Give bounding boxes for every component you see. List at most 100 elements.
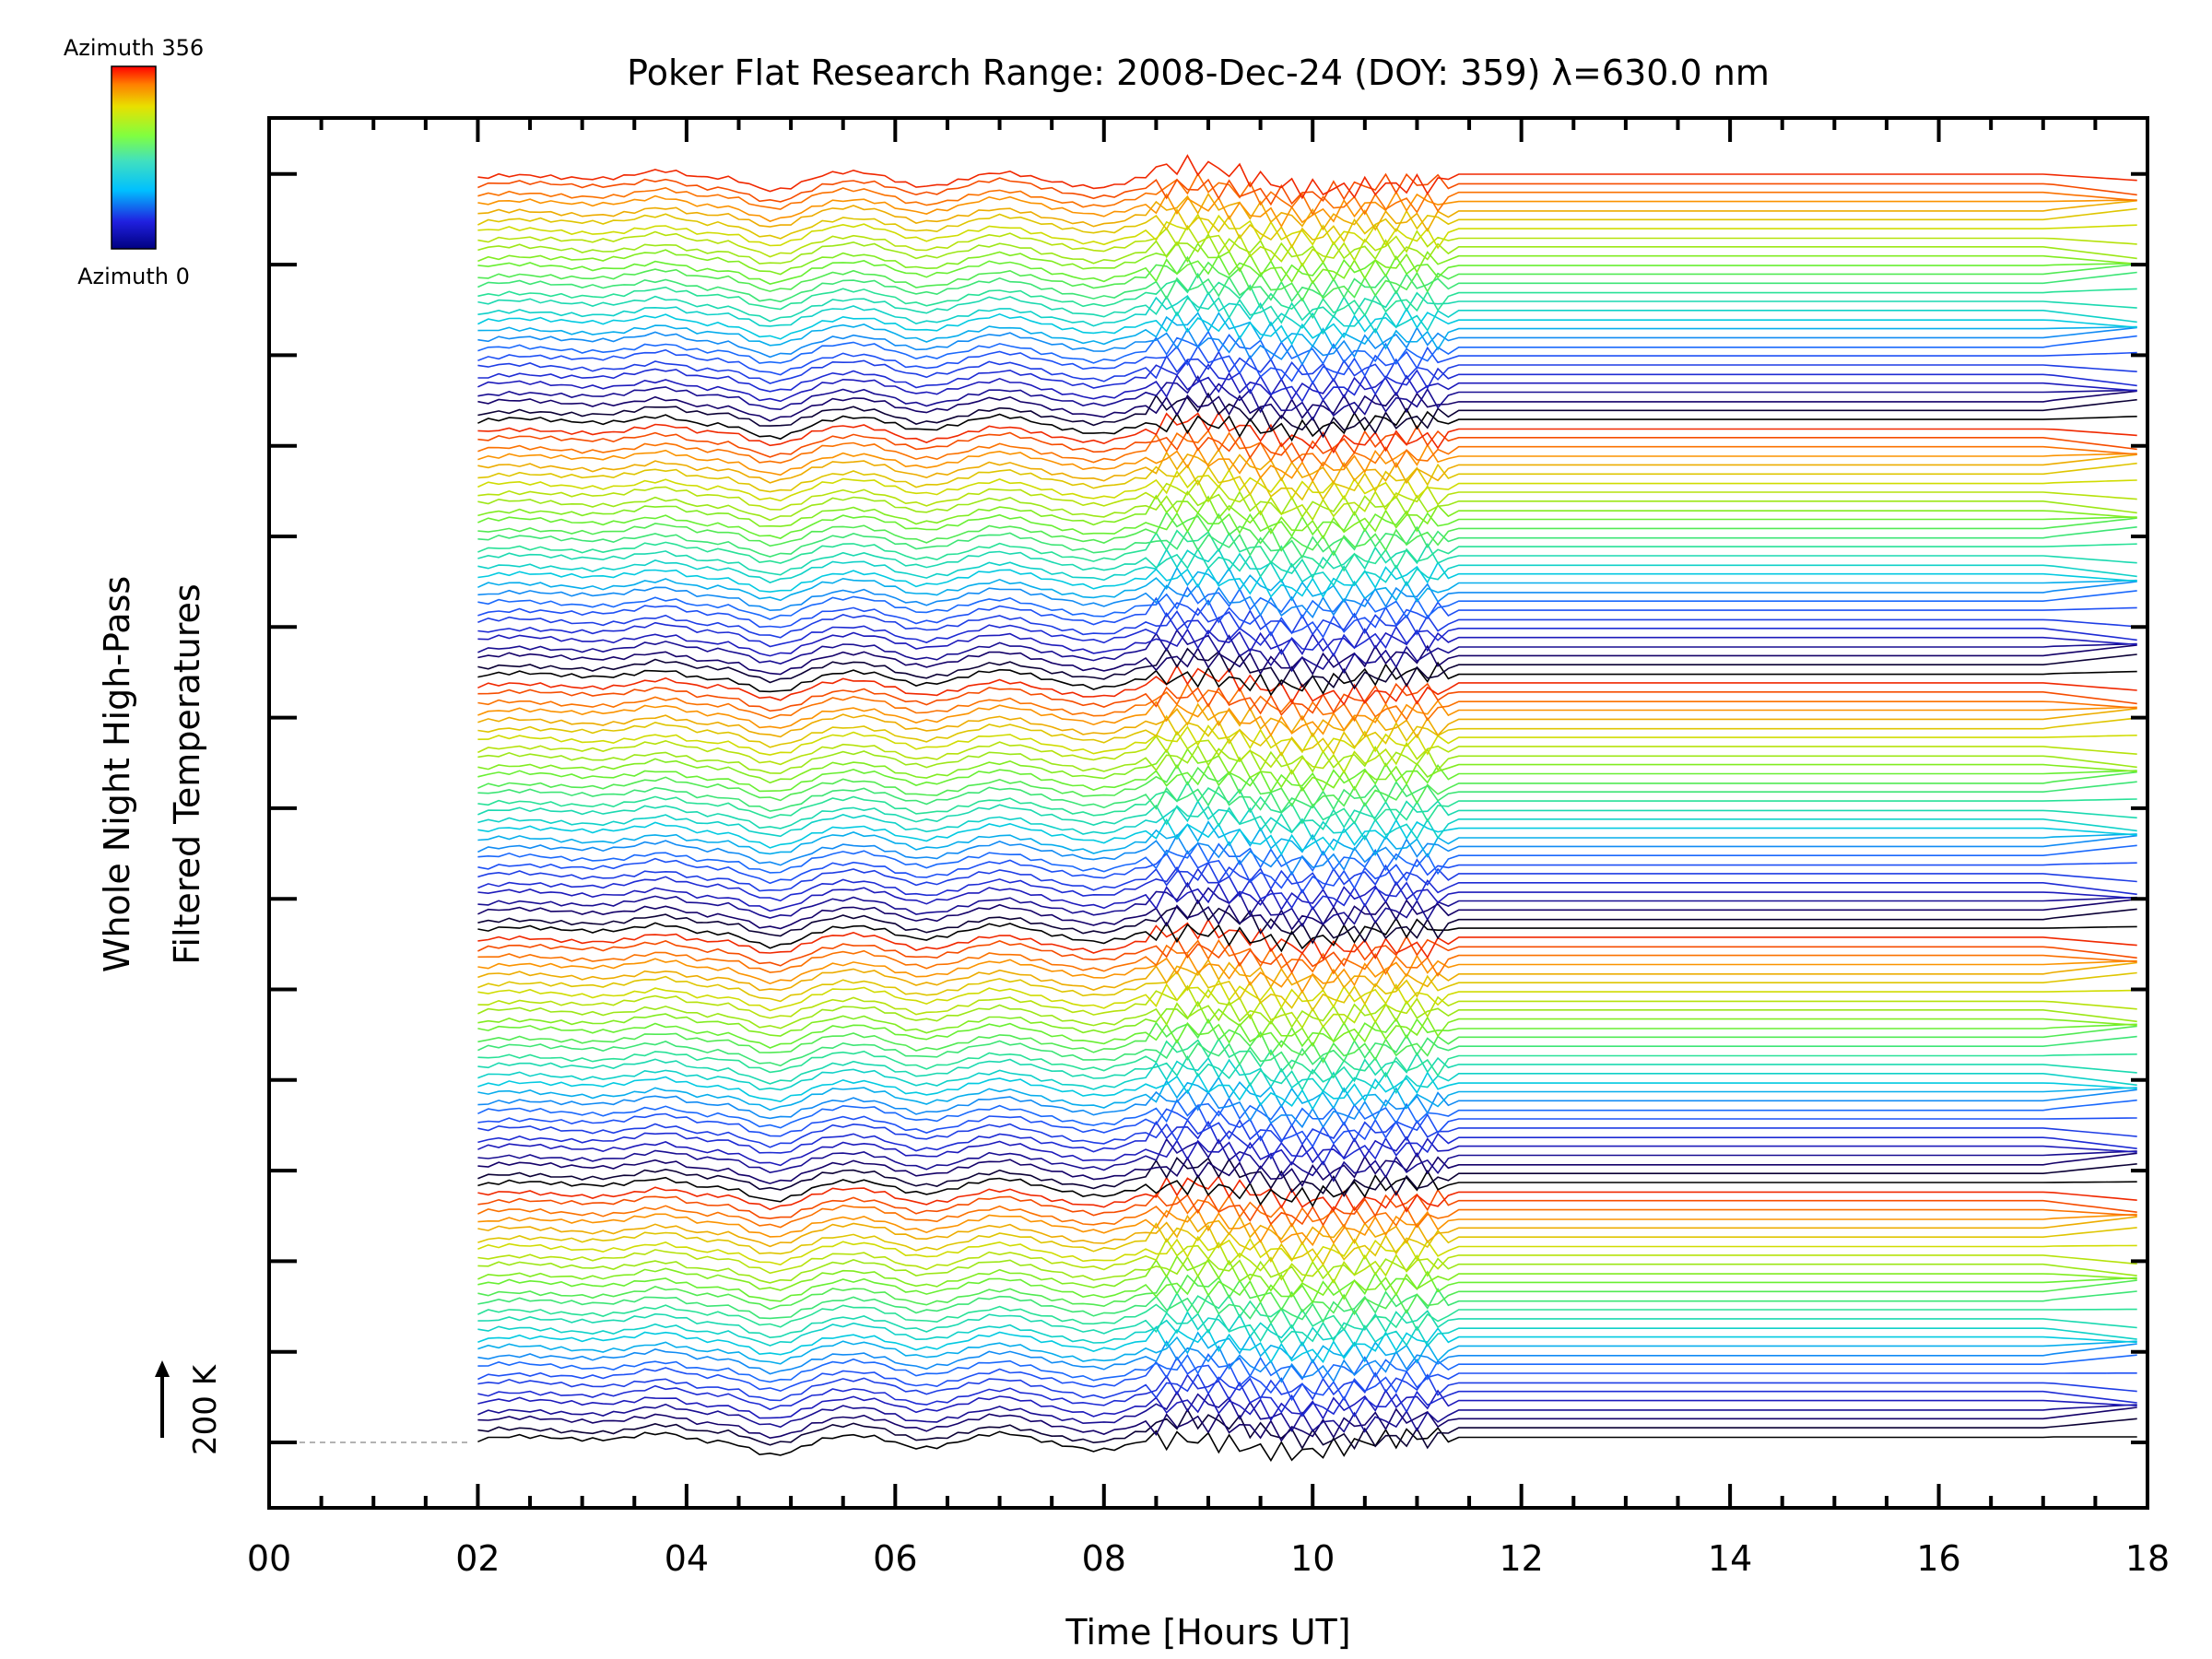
azimuth-series-line [477,289,2137,324]
azimuth-series-line [477,1052,2137,1091]
azimuth-series-line [477,818,2137,856]
azimuth-series-line [477,581,2137,618]
azimuth-series-line [477,255,2137,302]
azimuth-series-line [477,407,2137,442]
azimuth-series-line [477,1156,2137,1198]
chart-title: Poker Flat Research Range: 2008-Dec-24 (… [627,53,1770,93]
x-tick-label: 02 [455,1538,500,1579]
azimuth-series-line [477,345,2137,385]
azimuth-series-line [477,448,2137,485]
azimuth-series-line [477,644,2137,677]
azimuth-series-line [477,1288,2137,1324]
azimuth-series-line [477,820,2137,859]
azimuth-series-line [477,1151,2137,1188]
azimuth-series-line [477,763,2137,807]
azimuth-series-line [477,1291,2137,1332]
azimuth-series-line [477,661,2137,697]
scale-bar: 200 K [155,1360,224,1455]
azimuth-series-line [477,1388,2137,1422]
azimuth-series-line [477,1174,2137,1213]
azimuth-series-line [477,744,2137,774]
azimuth-series-line [477,1270,2137,1304]
x-tick-label: 16 [1916,1538,1960,1579]
azimuth-series-line [477,350,2137,384]
azimuth-series-line [477,172,2137,206]
azimuth-series-line [477,780,2137,814]
azimuth-series-line [477,585,2137,620]
scale-bar-arrowhead [155,1360,170,1377]
azimuth-series-line [477,958,2137,992]
azimuth-series-line [477,629,2137,675]
azimuth-series-line [477,1339,2137,1383]
azimuth-series-line [477,290,2137,335]
azimuth-series-line [477,850,2137,894]
x-axis-tick-labels: 00 02 04 06 08 10 12 14 16 18 [247,1538,2170,1579]
azimuth-series-line [477,1135,2137,1167]
azimuth-series-line [477,938,2137,978]
azimuth-series-line [477,747,2137,793]
azimuth-series-line [477,1407,2137,1451]
azimuth-series-line [477,800,2137,834]
azimuth-series-line [477,1056,2137,1095]
azimuth-series-line [477,899,2137,945]
colorbar-bottom-label: Azimuth 0 [77,264,190,289]
x-tick-label: 00 [247,1538,291,1579]
azimuth-series-line [477,271,2137,303]
azimuth-series-line [477,325,2137,366]
azimuth-series-line [477,1018,2137,1049]
azimuth-series-line [477,241,2137,285]
azimuth-series-line [477,312,2137,351]
azimuth-series-line [477,799,2137,841]
azimuth-series-line [477,1000,2137,1030]
x-axis-ticks [267,118,2149,1508]
azimuth-series-line [477,1034,2137,1071]
azimuth-series-line [477,1254,2137,1300]
azimuth-series-line [477,547,2137,587]
x-tick-label: 10 [1290,1538,1335,1579]
azimuth-series-line [477,865,2137,911]
x-axis-label: Time [Hours UT] [1065,1612,1350,1653]
azimuth-series-line [477,1373,2137,1418]
azimuth-series-line [477,916,2137,953]
azimuth-series-line [477,359,2137,403]
plot-frame [267,116,2149,1510]
azimuth-series-line [477,374,2137,422]
y-axis-ticks [269,171,2147,1444]
colorbar-top-label: Azimuth 356 [64,35,204,61]
azimuth-series-line [477,935,2137,974]
azimuth-series-line [477,1088,2137,1129]
x-tick-label: 04 [665,1538,709,1579]
azimuth-series-line [477,781,2137,825]
azimuth-series-line [477,224,2137,267]
azimuth-series-line [477,978,2137,1012]
x-tick-label: 06 [873,1538,917,1579]
azimuth-series-line [477,525,2137,559]
azimuth-series-line [477,307,2137,347]
series-group [477,154,2137,1463]
azimuth-series-line [477,468,2137,502]
x-tick-label: 14 [1708,1538,1752,1579]
azimuth-series-line [477,1353,2137,1383]
azimuth-series-line [477,511,2137,557]
colorbar-legend: Azimuth 356 Azimuth 0 [64,35,204,289]
azimuth-series-line [477,542,2137,580]
colorbar-gradient [111,65,157,250]
azimuth-series-line [477,714,2137,758]
azimuth-series-line [477,628,2137,657]
azimuth-series-line [477,730,2137,776]
azimuth-series-line [477,833,2137,877]
azimuth-series-line [477,1390,2137,1433]
azimuth-series-line [477,1076,2137,1112]
x-tick-label: 18 [2125,1538,2170,1579]
azimuth-series-line [477,1406,2137,1442]
y-axis-label-line2: Filtered Temperatures [167,583,207,964]
azimuth-series-line [477,462,2137,501]
azimuth-series-line [477,1037,2137,1079]
azimuth-series-line [477,560,2137,599]
azimuth-series-line [477,724,2137,756]
azimuth-series-line [477,490,2137,522]
azimuth-series-line [477,566,2137,604]
azimuth-series-line [477,861,2137,892]
x-tick-label: 08 [1082,1538,1126,1579]
